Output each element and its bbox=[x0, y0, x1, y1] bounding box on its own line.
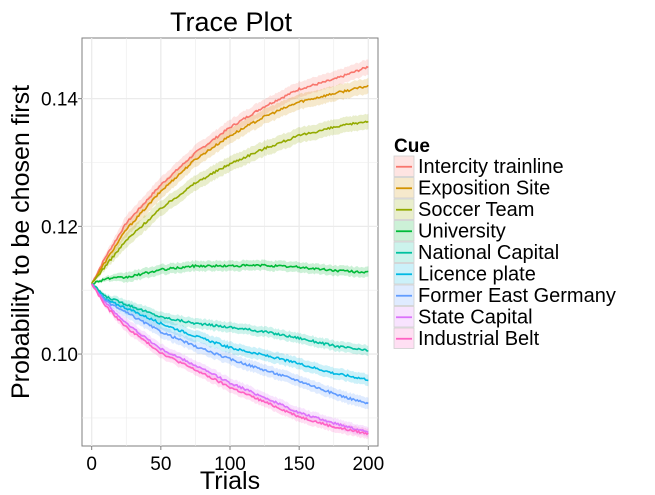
series-line bbox=[91, 283, 369, 352]
y-axis-ticks: 0.10 0.12 0.14 bbox=[41, 90, 82, 366]
x-tick-label: 50 bbox=[150, 454, 171, 475]
legend-label: Licence plate bbox=[418, 264, 536, 286]
legend-label: Soccer Team bbox=[418, 199, 534, 221]
series-line bbox=[91, 263, 369, 285]
legend-label: University bbox=[418, 221, 506, 243]
series-lines bbox=[90, 65, 369, 436]
series-line bbox=[90, 84, 369, 285]
series-line bbox=[90, 283, 369, 436]
x-tick-label: 0 bbox=[86, 454, 97, 475]
series-line bbox=[91, 283, 369, 382]
y-tick-label: 0.10 bbox=[41, 345, 78, 366]
y-tick-label: 0.12 bbox=[41, 217, 78, 238]
legend-title: Cue bbox=[394, 136, 430, 157]
series-line bbox=[90, 65, 369, 285]
legend-label: Exposition Site bbox=[418, 178, 550, 200]
confidence-band bbox=[91, 59, 369, 286]
legend-label: State Capital bbox=[418, 307, 533, 329]
chart-title: Trace Plot bbox=[170, 7, 293, 37]
legend-item: Licence plate bbox=[393, 263, 536, 286]
y-tick-label: 0.14 bbox=[41, 90, 78, 111]
legend-item: Exposition Site bbox=[393, 177, 550, 200]
legend-label: National Capital bbox=[418, 242, 559, 264]
x-axis-title: Trials bbox=[200, 467, 260, 495]
legend-label: Industrial Belt bbox=[418, 328, 540, 350]
confidence-band bbox=[91, 77, 369, 285]
x-axis-ticks: 0 50 100 150 200 bbox=[86, 446, 384, 475]
confidence-band bbox=[91, 283, 369, 410]
legend-item: University bbox=[393, 220, 506, 243]
confidence-band bbox=[91, 259, 369, 285]
x-tick-label: 100 bbox=[214, 454, 246, 475]
legend-item: State Capital bbox=[393, 306, 533, 329]
legend-item: Industrial Belt bbox=[393, 327, 540, 350]
legend-item: Former East Germany bbox=[393, 284, 616, 307]
series-line bbox=[90, 283, 369, 434]
confidence-band bbox=[91, 283, 369, 387]
confidence-band bbox=[91, 283, 369, 438]
legend-label: Former East Germany bbox=[418, 285, 616, 307]
series-line bbox=[90, 120, 369, 285]
y-axis-title: Probability to be chosen first bbox=[7, 85, 35, 399]
grid-lines bbox=[82, 38, 378, 446]
legend-item: Intercity trainline bbox=[393, 155, 564, 178]
legend-item: Soccer Team bbox=[393, 198, 534, 221]
legend-label: Intercity trainline bbox=[418, 156, 564, 178]
legend-item: National Capital bbox=[393, 241, 559, 264]
x-tick-label: 150 bbox=[283, 454, 315, 475]
confidence-band bbox=[91, 113, 369, 285]
x-tick-label: 200 bbox=[352, 454, 384, 475]
series-line bbox=[91, 283, 369, 405]
